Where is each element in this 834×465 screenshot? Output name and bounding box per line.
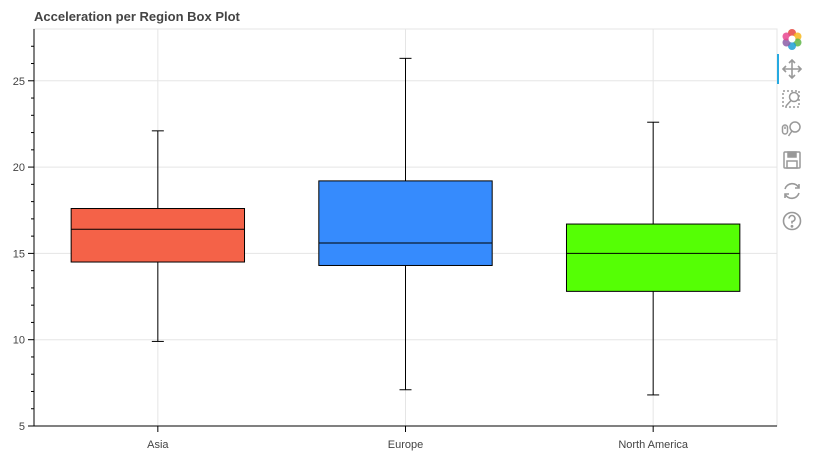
bokeh-logo-icon[interactable] bbox=[781, 28, 803, 50]
box-body bbox=[565, 223, 741, 292]
active-tool-indicator bbox=[777, 54, 779, 84]
y-tick-label: 20 bbox=[13, 162, 25, 174]
reset-icon[interactable] bbox=[781, 180, 803, 202]
y-tick-label: 10 bbox=[13, 335, 25, 347]
pan-icon[interactable] bbox=[781, 58, 803, 80]
box-europe bbox=[318, 57, 493, 391]
save-icon[interactable] bbox=[781, 149, 803, 171]
box-body bbox=[70, 208, 246, 263]
box-zoom-icon[interactable] bbox=[781, 88, 803, 110]
y-ticks: 5 10 15 20 25 bbox=[13, 45, 34, 433]
x-tick-label: Europe bbox=[388, 439, 423, 451]
toolbar bbox=[777, 26, 807, 426]
x-ticks: Asia Europe North America bbox=[147, 426, 689, 451]
box-body bbox=[318, 180, 493, 266]
y-tick-label: 25 bbox=[13, 76, 25, 88]
wheel-zoom-icon[interactable] bbox=[781, 119, 803, 141]
help-icon[interactable] bbox=[781, 210, 803, 232]
x-tick-label: Asia bbox=[147, 439, 169, 451]
box-asia bbox=[70, 130, 246, 342]
boxes bbox=[70, 57, 741, 396]
x-tick-label: North America bbox=[618, 439, 689, 451]
y-tick-label: 5 bbox=[19, 421, 25, 433]
y-tick-label: 15 bbox=[13, 248, 25, 260]
chart-title: Acceleration per Region Box Plot bbox=[34, 9, 240, 24]
box-north-america bbox=[565, 121, 741, 396]
